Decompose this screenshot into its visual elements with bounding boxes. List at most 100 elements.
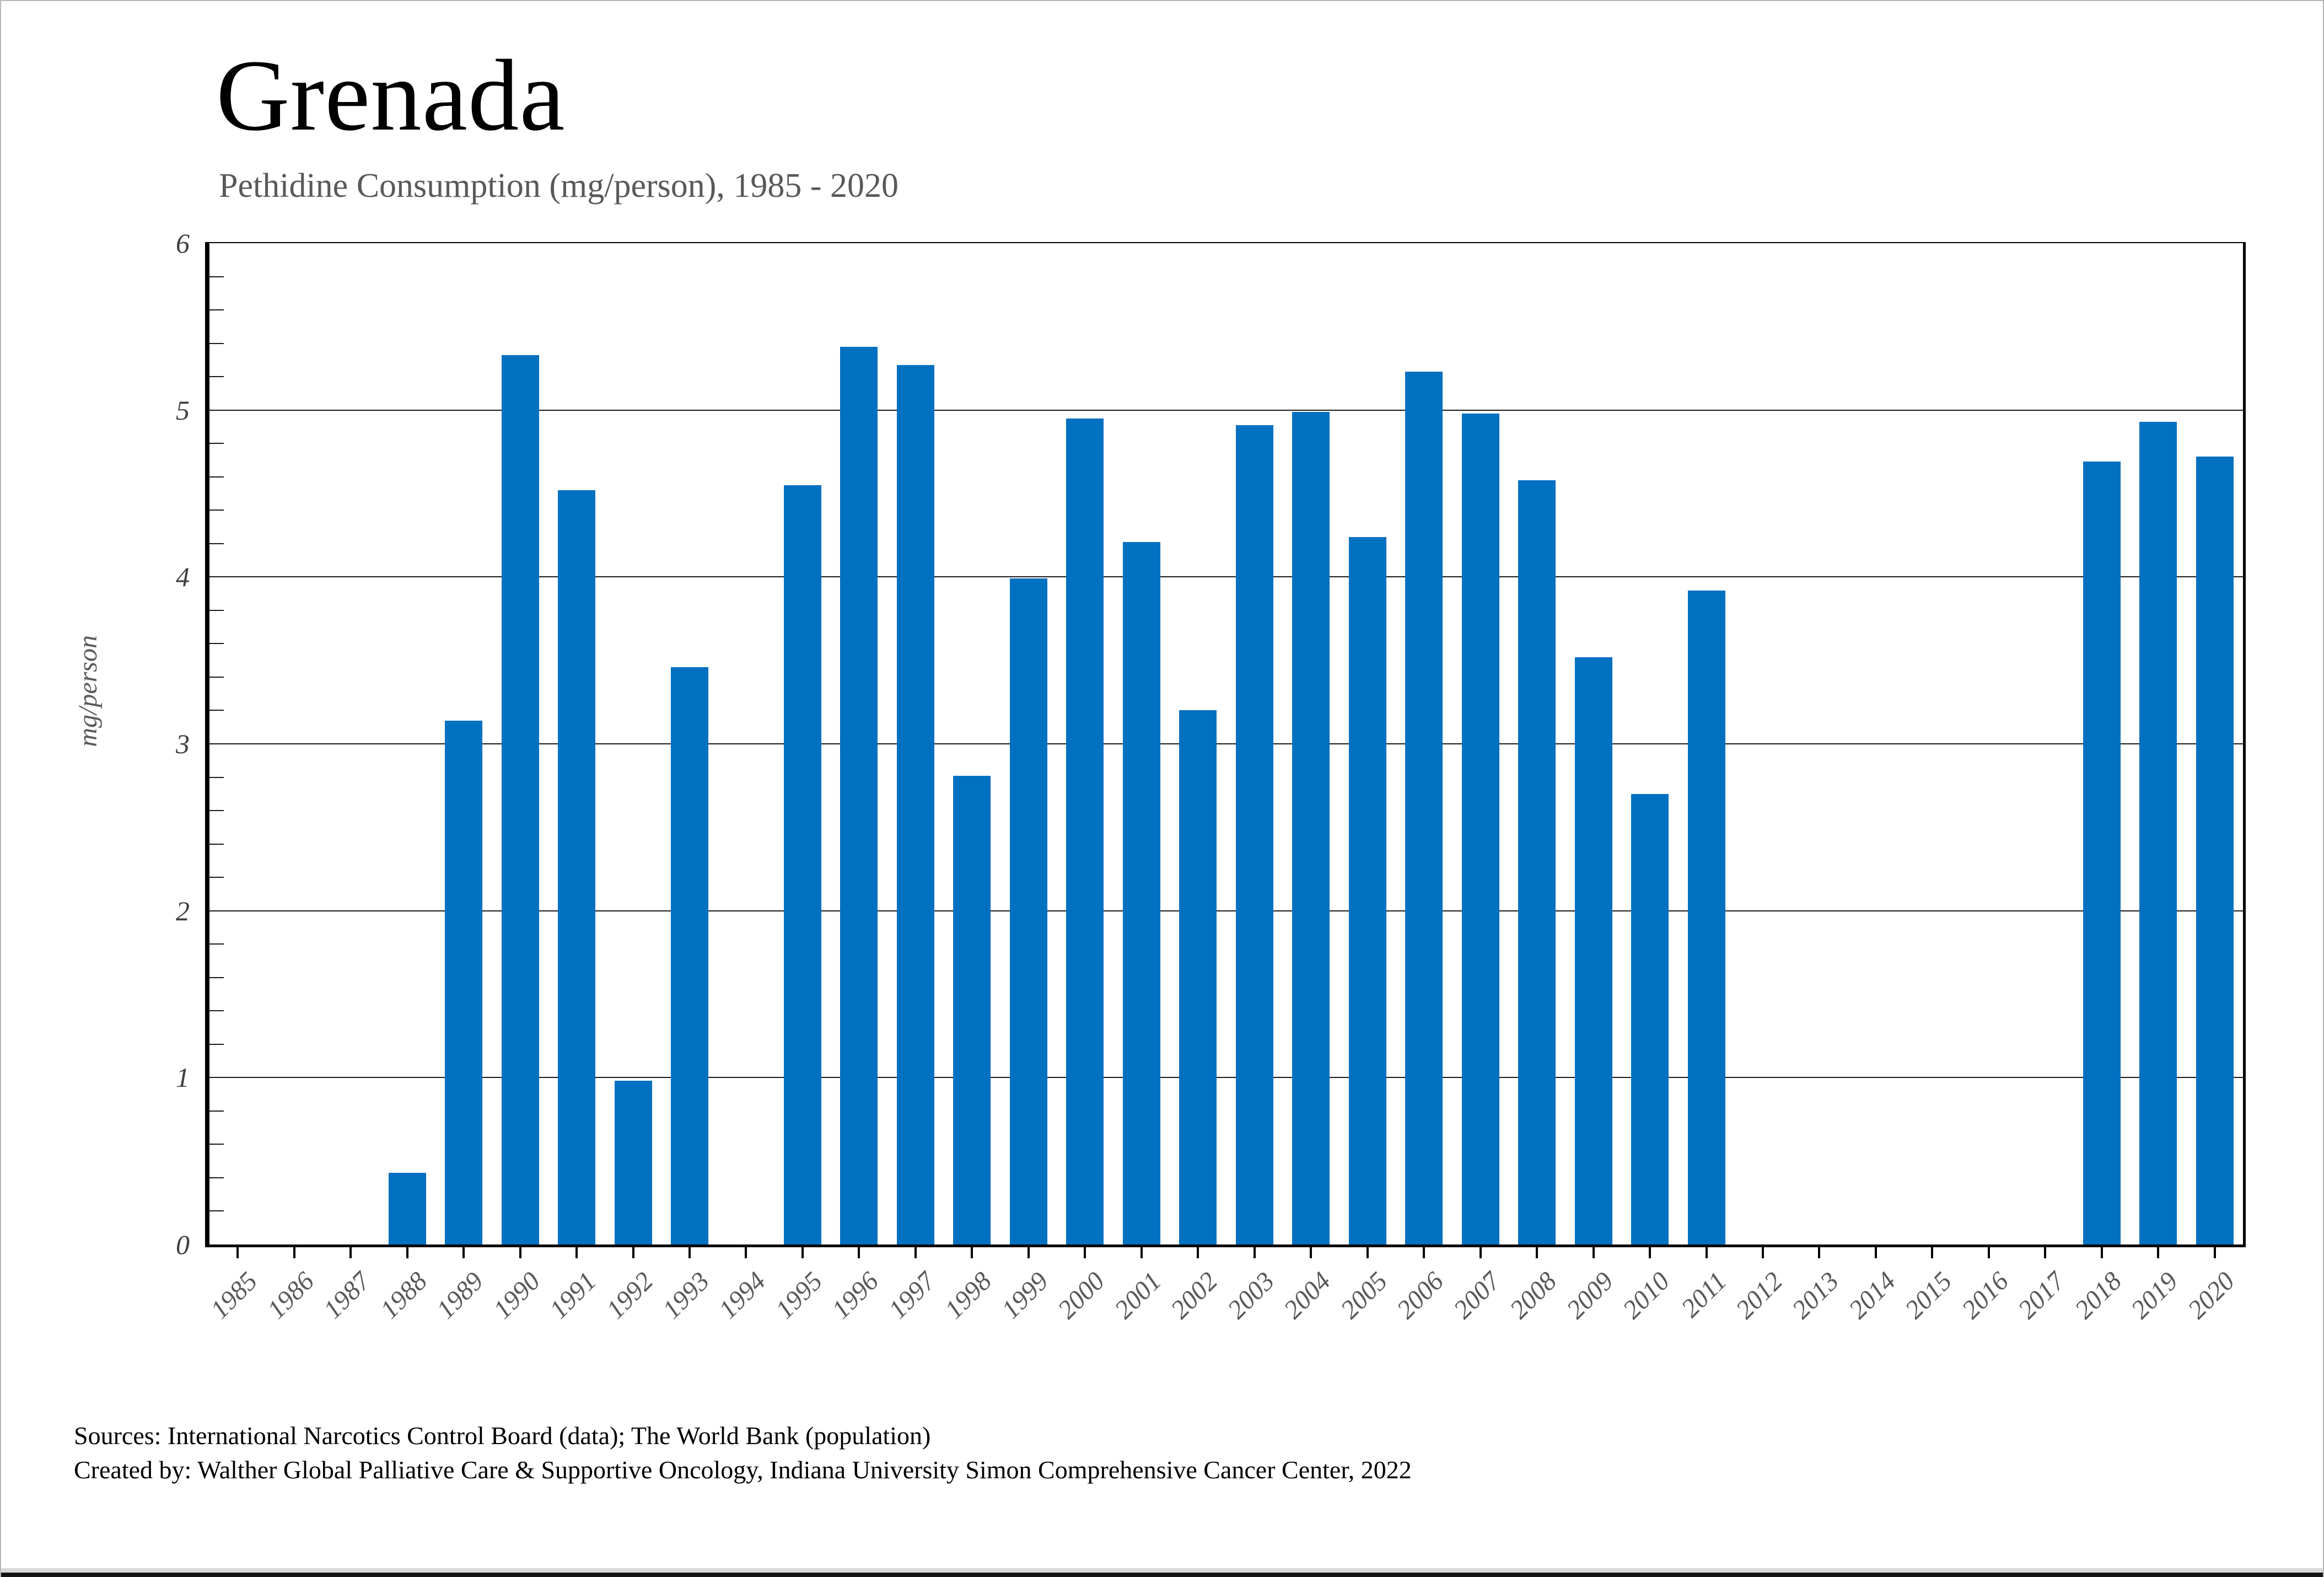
bar-1991 xyxy=(558,490,595,1245)
bar-2018 xyxy=(2083,462,2121,1245)
gridline-4 xyxy=(209,576,2243,578)
y-minor-tick xyxy=(209,676,224,678)
bar-1989 xyxy=(445,721,482,1245)
x-tick-1996 xyxy=(858,1245,860,1258)
x-label-2001: 2001 xyxy=(1109,1266,1168,1325)
y-minor-tick xyxy=(209,1010,224,1012)
y-tick-label-1: 1 xyxy=(176,1062,190,1093)
x-tick-2013 xyxy=(1818,1245,1820,1258)
x-label-1992: 1992 xyxy=(600,1266,659,1325)
x-tick-1991 xyxy=(575,1245,578,1258)
x-tick-2001 xyxy=(1141,1245,1143,1258)
x-label-2008: 2008 xyxy=(1504,1266,1563,1325)
x-label-2010: 2010 xyxy=(1617,1266,1676,1325)
x-tick-2009 xyxy=(1593,1245,1595,1258)
x-tick-2007 xyxy=(1480,1245,1482,1258)
x-label-2014: 2014 xyxy=(1843,1266,1902,1325)
x-label-1999: 1999 xyxy=(996,1266,1055,1325)
x-label-1989: 1989 xyxy=(431,1266,489,1325)
bar-2010 xyxy=(1631,794,1669,1245)
x-tick-1986 xyxy=(293,1245,295,1258)
bar-2004 xyxy=(1292,412,1330,1245)
y-tick-label-0: 0 xyxy=(176,1229,190,1260)
bar-1992 xyxy=(615,1081,652,1245)
bar-1996 xyxy=(840,347,878,1245)
x-label-1995: 1995 xyxy=(770,1266,829,1325)
x-label-2017: 2017 xyxy=(2012,1266,2071,1325)
y-tick-label-5: 5 xyxy=(176,394,190,426)
gridline-5 xyxy=(209,409,2243,411)
y-minor-tick xyxy=(209,342,224,344)
bar-2000 xyxy=(1066,419,1104,1245)
y-minor-tick xyxy=(209,1043,224,1045)
x-tick-2012 xyxy=(1762,1245,1764,1258)
y-tick-label-3: 3 xyxy=(176,728,190,759)
bar-1990 xyxy=(502,355,539,1245)
x-label-2018: 2018 xyxy=(2069,1266,2128,1325)
bar-2008 xyxy=(1518,480,1556,1245)
x-label-2012: 2012 xyxy=(1730,1266,1789,1325)
x-label-1991: 1991 xyxy=(544,1266,602,1325)
y-minor-tick xyxy=(209,877,224,878)
y-minor-tick xyxy=(209,1110,224,1112)
y-minor-tick xyxy=(209,710,224,711)
x-tick-1993 xyxy=(688,1245,691,1258)
chart-subtitle: Pethidine Consumption (mg/person), 1985 … xyxy=(219,167,899,205)
gridline-1 xyxy=(209,1077,2243,1079)
x-tick-2005 xyxy=(1367,1245,1369,1258)
x-label-2011: 2011 xyxy=(1675,1266,1733,1323)
x-tick-2000 xyxy=(1084,1245,1086,1258)
gridline-3 xyxy=(209,743,2243,744)
plot-area xyxy=(205,242,2246,1247)
y-tick-label-4: 4 xyxy=(176,561,190,593)
x-tick-1992 xyxy=(632,1245,634,1258)
bar-1999 xyxy=(1010,578,1047,1245)
x-label-2002: 2002 xyxy=(1165,1266,1224,1325)
x-tick-2002 xyxy=(1197,1245,1199,1258)
y-tick-label-2: 2 xyxy=(176,895,190,926)
x-tick-2003 xyxy=(1254,1245,1256,1258)
x-tick-1990 xyxy=(519,1245,521,1258)
y-minor-tick xyxy=(209,476,224,478)
x-label-1997: 1997 xyxy=(883,1266,942,1325)
bar-2001 xyxy=(1123,542,1160,1245)
source-note: Sources: International Narcotics Control… xyxy=(74,1422,931,1450)
y-minor-tick xyxy=(209,977,224,978)
y-minor-tick xyxy=(209,443,224,444)
y-minor-tick xyxy=(209,276,224,277)
y-minor-tick xyxy=(209,810,224,812)
y-minor-tick xyxy=(209,609,224,611)
x-tick-2014 xyxy=(1875,1245,1877,1258)
x-tick-1999 xyxy=(1027,1245,1030,1258)
x-label-2013: 2013 xyxy=(1786,1266,1845,1325)
y-axis-tick-labels: 0 1 2 3 4 5 6 xyxy=(1,228,195,1260)
x-tick-2015 xyxy=(1931,1245,1933,1258)
x-label-2019: 2019 xyxy=(2125,1266,2184,1325)
bar-1995 xyxy=(784,485,821,1245)
x-tick-1994 xyxy=(745,1245,747,1258)
x-label-2007: 2007 xyxy=(1448,1266,1507,1325)
x-tick-2017 xyxy=(2044,1245,2046,1258)
x-tick-2004 xyxy=(1310,1245,1312,1258)
x-label-1990: 1990 xyxy=(487,1266,546,1325)
bar-1993 xyxy=(671,667,708,1245)
x-tick-1987 xyxy=(349,1245,352,1258)
bottom-border-dark xyxy=(1,1573,2323,1577)
x-label-2015: 2015 xyxy=(1899,1266,1958,1325)
x-label-2003: 2003 xyxy=(1222,1266,1281,1325)
chart-title: Grenada xyxy=(216,39,566,152)
y-minor-tick xyxy=(209,776,224,778)
bar-2011 xyxy=(1688,591,1725,1245)
bar-2019 xyxy=(2139,422,2177,1245)
x-tick-1989 xyxy=(462,1245,465,1258)
bar-2006 xyxy=(1405,372,1443,1245)
x-label-2000: 2000 xyxy=(1052,1266,1111,1325)
x-label-2006: 2006 xyxy=(1391,1266,1450,1325)
bottom-border-gray xyxy=(1,1568,2323,1573)
x-label-2020: 2020 xyxy=(2182,1266,2241,1325)
x-tick-2020 xyxy=(2214,1245,2216,1258)
x-tick-2016 xyxy=(1988,1245,1990,1258)
x-label-1986: 1986 xyxy=(261,1266,320,1325)
bar-2020 xyxy=(2196,457,2234,1245)
